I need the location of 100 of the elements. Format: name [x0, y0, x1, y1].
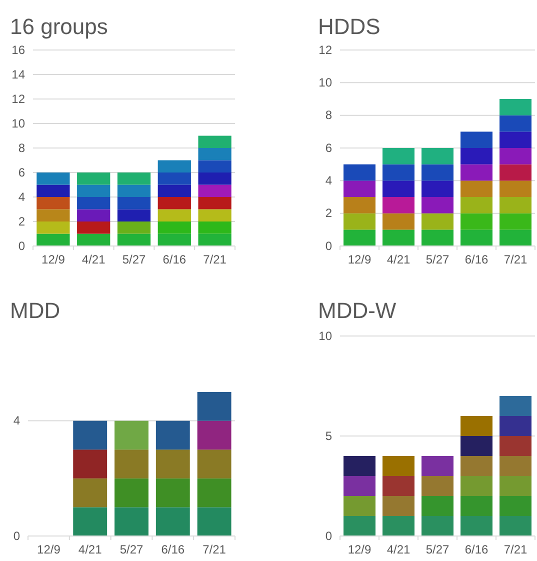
bar — [117, 172, 151, 185]
bar — [117, 222, 151, 234]
bar — [460, 516, 492, 536]
bar — [500, 213, 532, 230]
x-tick-label: 4/21 — [386, 252, 410, 267]
chart-title: HDDS — [318, 14, 380, 39]
y-tick-label: 4 — [18, 190, 26, 204]
bar — [77, 172, 110, 185]
x-tick-label: 4/21 — [78, 542, 102, 557]
bar — [344, 516, 376, 536]
bar — [344, 230, 376, 246]
x-tick-label: 6/16 — [162, 252, 186, 267]
y-tick-label: 6 — [18, 165, 26, 180]
bar — [198, 222, 232, 234]
chart-title: MDD-W — [318, 298, 396, 323]
bar — [197, 450, 232, 478]
bar — [158, 222, 191, 234]
bar — [422, 516, 454, 536]
bar — [500, 476, 532, 496]
bar — [73, 420, 108, 450]
bar — [158, 234, 191, 246]
y-tick-label: 10 — [318, 76, 332, 90]
bar — [500, 456, 532, 476]
y-tick-label: 0 — [325, 528, 332, 543]
y-tick-label: 16 — [12, 42, 26, 57]
bar — [382, 164, 414, 181]
bar — [500, 164, 532, 181]
bar — [198, 197, 232, 210]
y-tick-label: 8 — [18, 140, 26, 155]
y-tick-label: 14 — [12, 67, 26, 82]
bar — [77, 209, 110, 222]
y-tick-label: 8 — [325, 108, 332, 122]
bar — [382, 230, 414, 246]
bar — [36, 197, 70, 210]
bar — [422, 148, 454, 164]
bar — [460, 180, 492, 197]
x-tick-label: 5/27 — [120, 542, 144, 557]
bar — [198, 148, 232, 160]
bar — [460, 197, 492, 214]
bar — [156, 507, 190, 536]
chart-title: 16 groups — [10, 14, 108, 39]
bar — [460, 230, 492, 246]
x-tick-label: 6/16 — [464, 542, 488, 557]
bar — [422, 197, 454, 214]
y-tick-label: 2 — [18, 214, 26, 228]
bar — [114, 478, 148, 508]
bar — [500, 180, 532, 197]
x-tick-label: 6/16 — [161, 542, 185, 557]
bar — [500, 115, 532, 132]
bar — [500, 496, 532, 516]
x-tick-label: 7/21 — [202, 542, 226, 557]
bar — [422, 164, 454, 181]
bar — [77, 234, 110, 246]
x-tick-label: 6/16 — [464, 252, 488, 267]
bar — [344, 476, 376, 496]
x-tick-label: 12/9 — [42, 252, 66, 267]
bar — [114, 450, 148, 478]
y-tick-label: 0 — [325, 238, 332, 253]
x-tick-label: 4/21 — [82, 252, 106, 267]
y-tick-label: 5 — [325, 428, 332, 443]
bar — [197, 478, 232, 508]
bar — [198, 209, 232, 222]
bar — [460, 213, 492, 230]
bar — [114, 507, 148, 536]
bar — [344, 164, 376, 181]
x-tick-label: 7/21 — [504, 542, 528, 557]
bar — [114, 420, 148, 450]
bar — [422, 456, 454, 476]
y-tick-label: 10 — [318, 328, 332, 343]
bar — [500, 148, 532, 164]
bar — [422, 230, 454, 246]
bar — [198, 184, 232, 197]
x-tick-label: 7/21 — [504, 252, 528, 267]
bar — [500, 416, 532, 436]
bar — [158, 184, 191, 197]
bar — [500, 436, 532, 456]
bar — [460, 496, 492, 516]
y-tick-label: 12 — [12, 92, 26, 106]
bar — [344, 180, 376, 197]
bar — [382, 197, 414, 214]
y-tick-label: 10 — [12, 116, 26, 130]
bar — [36, 234, 70, 246]
bar — [158, 209, 191, 222]
y-tick-label: 0 — [18, 238, 26, 253]
bar — [156, 450, 190, 478]
x-tick-label: 5/27 — [122, 252, 146, 267]
bar — [198, 234, 232, 246]
bar — [500, 230, 532, 246]
bar — [36, 209, 70, 222]
bar — [198, 136, 232, 148]
bar — [460, 436, 492, 456]
bar — [382, 148, 414, 164]
bar — [73, 450, 108, 478]
x-tick-label: 12/9 — [348, 542, 372, 557]
bar — [460, 164, 492, 181]
x-tick-label: 5/27 — [426, 252, 450, 267]
bar — [156, 478, 190, 508]
bar — [156, 420, 190, 450]
x-tick-label: 7/21 — [203, 252, 227, 267]
bar — [500, 396, 532, 416]
